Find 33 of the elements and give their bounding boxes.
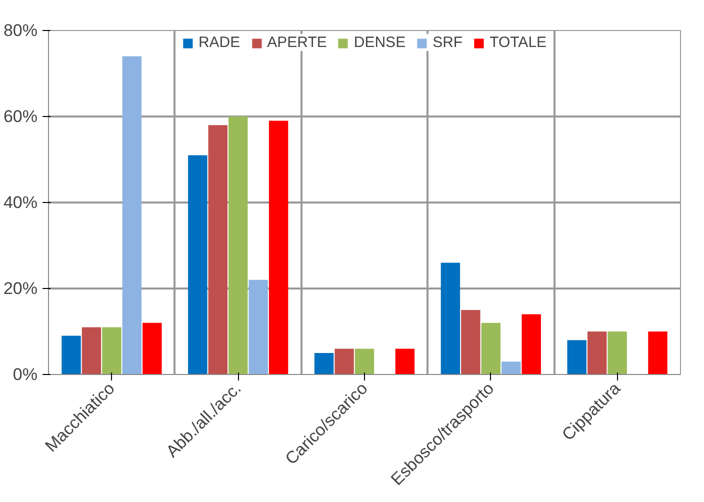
- bar: [461, 310, 480, 374]
- bar: [522, 314, 541, 374]
- bar: [314, 353, 334, 374]
- bar: [62, 336, 81, 374]
- bar: [122, 56, 142, 374]
- bar: [82, 327, 102, 374]
- legend-label: SRF: [432, 34, 463, 51]
- bar: [142, 322, 162, 374]
- y-tick-label: 80%: [3, 21, 38, 40]
- bar: [248, 280, 268, 374]
- legend-label: TOTALE: [490, 34, 547, 51]
- bar: [334, 348, 354, 374]
- y-tick-label: 20%: [3, 279, 38, 298]
- y-tick-label: 60%: [3, 107, 38, 126]
- bar: [208, 125, 228, 374]
- y-tick-label: 0%: [12, 365, 38, 384]
- bar: [440, 262, 460, 374]
- bar: [395, 348, 415, 374]
- y-tick-label: 40%: [3, 193, 38, 212]
- bar: [648, 332, 668, 374]
- bar: [268, 120, 288, 374]
- bar: [481, 322, 501, 374]
- bar: [608, 332, 627, 374]
- legend-label: RADE: [198, 34, 240, 51]
- bar: [188, 155, 208, 374]
- bar: [502, 362, 521, 374]
- legend-label: DENSE: [354, 34, 406, 51]
- bar: [354, 348, 374, 374]
- bar: [567, 340, 586, 374]
- bar: [587, 332, 607, 374]
- legend-label: APERTE: [267, 34, 327, 51]
- bar: [228, 116, 248, 374]
- bar: [102, 327, 122, 374]
